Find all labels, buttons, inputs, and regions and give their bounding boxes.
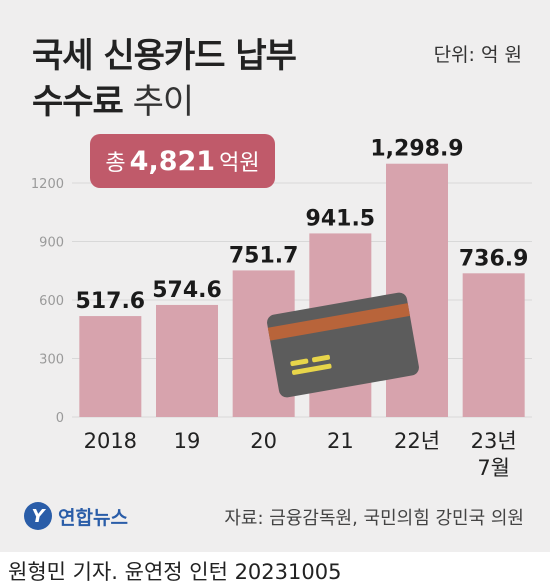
x-tick-label: 19 [174, 429, 201, 453]
x-tick-label: 21 [327, 429, 354, 453]
data-label: 751.7 [229, 243, 299, 268]
y-tick-label: 0 [56, 411, 64, 426]
title-bold-part: 수수료 [32, 82, 124, 122]
bar [386, 163, 448, 417]
logo-mark: Y [24, 502, 52, 530]
y-tick-label: 300 [39, 353, 64, 368]
total-prefix: 총 [105, 151, 126, 176]
data-label: 941.5 [306, 206, 376, 231]
y-tick-label: 900 [39, 236, 64, 251]
chart-title: 국세 신용카드 납부 [32, 36, 297, 76]
logo-name: 연합뉴스 [58, 506, 128, 529]
y-tick-label: 600 [39, 294, 64, 309]
card-stripe [267, 303, 410, 341]
card-chip [312, 354, 330, 363]
x-tick-label: 22년 [394, 429, 440, 453]
data-label: 1,298.9 [370, 137, 463, 162]
x-tick-label: 20 [250, 429, 277, 453]
total-badge: 총 4,821 억원 [90, 134, 275, 188]
x-tick-label: 7월 [477, 456, 510, 480]
yonhap-logo: Y 연합뉴스 [24, 502, 128, 530]
bar [462, 273, 525, 417]
infographic-card: 국세 신용카드 납부 수수료 추이 단위: 억 원 0 300 600 900 1200… [0, 0, 550, 552]
card-chip [290, 358, 309, 367]
x-tick-label: 23년 [471, 429, 517, 453]
total-value: 4,821 [129, 145, 216, 177]
data-label: 736.9 [459, 246, 529, 271]
data-label: 574.6 [152, 278, 222, 303]
y-tick-label: 1200 [31, 177, 64, 192]
card-chip [291, 363, 332, 375]
chart-subtitle: 수수료 추이 [32, 74, 195, 123]
bar [79, 316, 142, 417]
credit-card-icon [267, 292, 419, 398]
total-suffix: 억원 [219, 151, 260, 176]
x-tick-label: 2018 [84, 429, 137, 453]
bar [156, 304, 218, 417]
bar-chart: 0 300 600 900 1200 517.6 2018 574.6 19 751.7 20 941… [31, 137, 532, 480]
title-light-part: 추이 [132, 82, 195, 122]
data-label: 517.6 [76, 289, 146, 314]
unit-label: 단위: 억 원 [433, 44, 522, 66]
credit-line: 원형민 기자. 윤연정 인턴 20231005 [8, 560, 342, 584]
source-note: 자료: 금융감독원, 국민의힘 강민국 의원 [224, 508, 524, 529]
